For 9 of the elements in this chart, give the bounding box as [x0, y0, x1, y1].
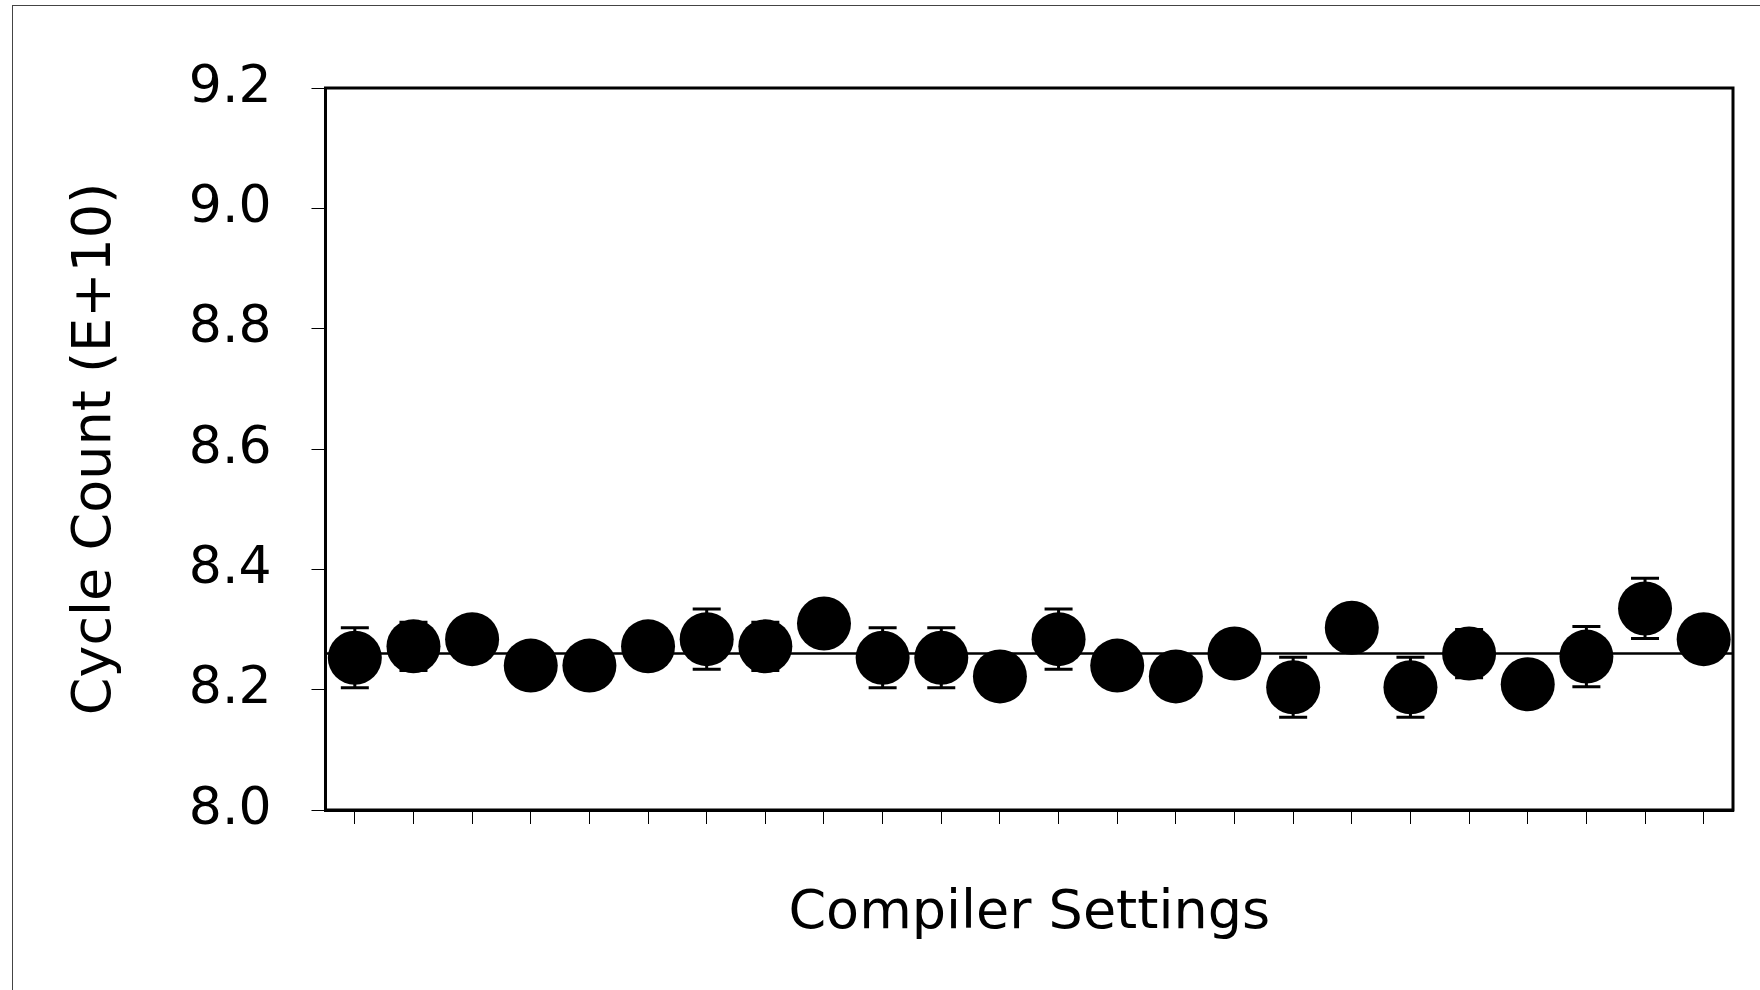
y-tick-label: 8.2: [188, 655, 272, 716]
y-axis-title: Cycle Count (E+10): [60, 182, 124, 716]
y-tick-label: 8.6: [188, 414, 272, 475]
y-tick-label: 8.4: [188, 534, 272, 595]
y-tick-label: 8.8: [188, 294, 272, 355]
x-axis-title: Compiler Settings: [788, 877, 1271, 941]
y-tick-label: 9.0: [188, 173, 272, 234]
y-tick-label: 8.0: [188, 775, 272, 836]
y-tick-label: 9.2: [188, 53, 272, 114]
